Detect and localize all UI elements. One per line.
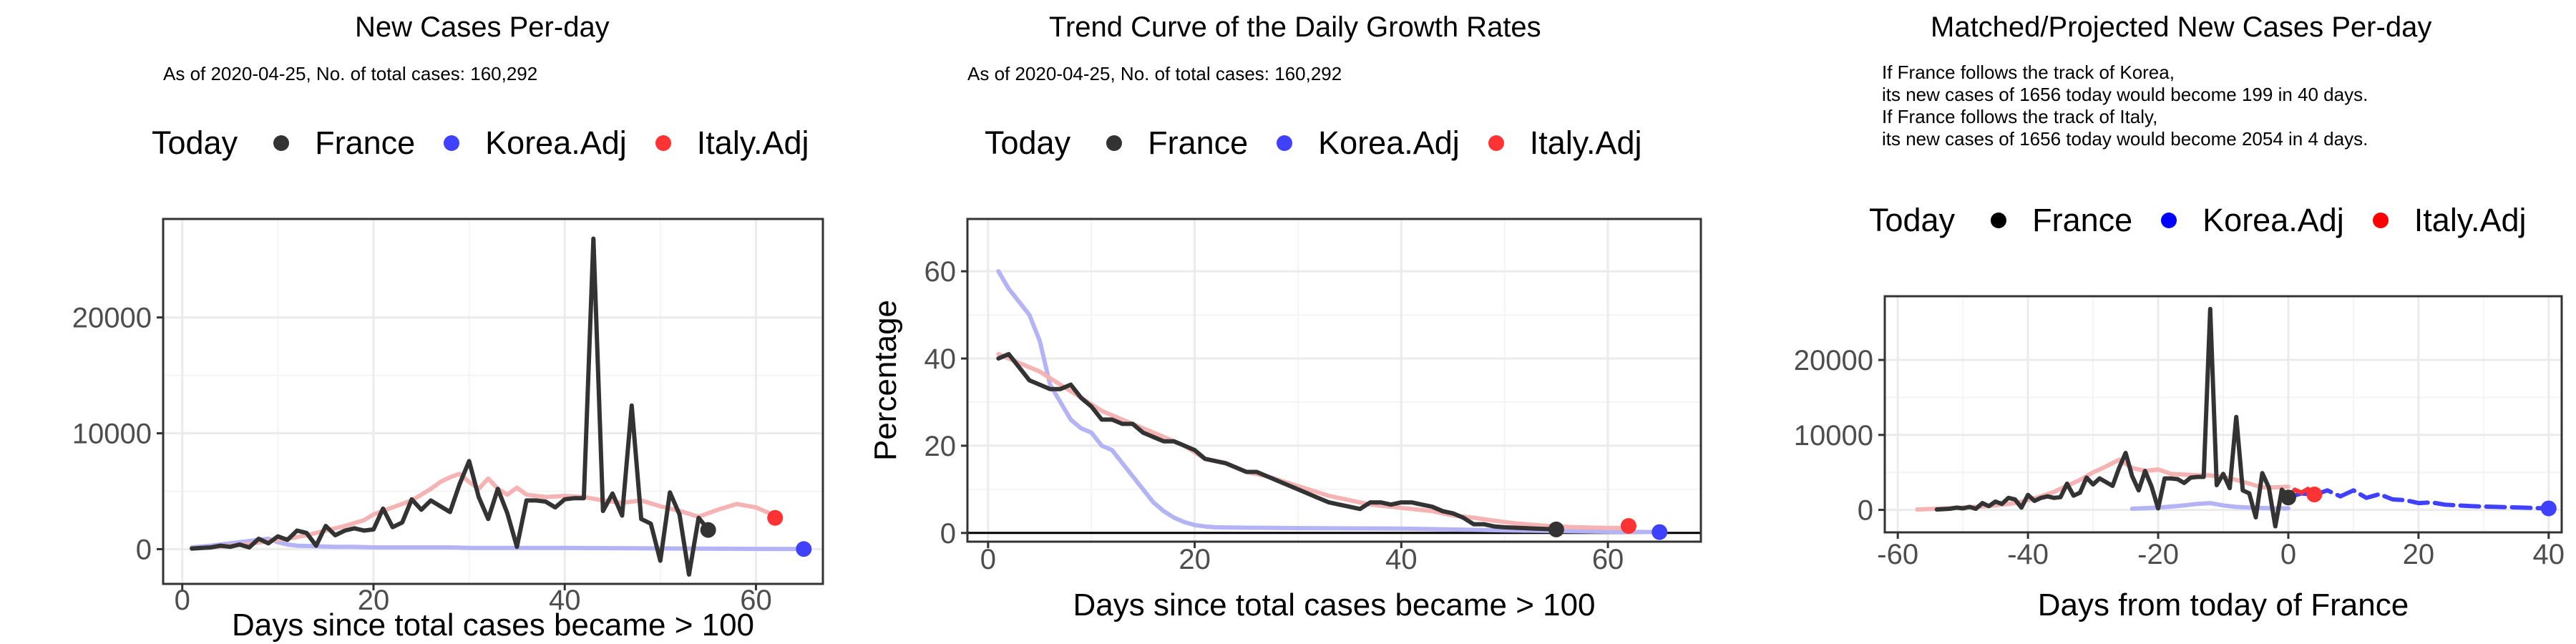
- x-tick-label: 40: [1385, 544, 1418, 575]
- projection-note-line: its new cases of 1656 today would become…: [1882, 84, 2368, 105]
- legend-item-korea: Korea.Adj: [1277, 125, 1460, 162]
- legend-marker-italy: [2372, 213, 2389, 228]
- legend-marker-italy: [655, 135, 671, 151]
- y-tick-label: 60: [924, 256, 957, 288]
- series-line-korea-adj: [2129, 501, 2290, 511]
- x-tick-label: 0: [2280, 539, 2296, 570]
- x-tick-label: 60: [1592, 544, 1624, 575]
- x-tick-label: 20: [1179, 544, 1211, 575]
- legend-item-korea: Korea.Adj: [2161, 202, 2344, 239]
- x-tick-label: -60: [1877, 539, 1918, 570]
- series-line-france: [190, 236, 711, 577]
- plot-border: [1883, 295, 2563, 534]
- chart-subtitle: As of 2020-04-25, No. of total cases: 16…: [967, 63, 1342, 84]
- series-line-france: [1934, 306, 2290, 529]
- legend-marker-france: [273, 135, 290, 151]
- series-line-korea-adj: [996, 269, 1662, 535]
- legend-marker-france: [1991, 213, 2007, 228]
- chart-title: New Cases Per-day: [355, 11, 610, 43]
- plot-border: [162, 218, 824, 585]
- legend-item-france: France: [273, 125, 415, 162]
- legend-marker-korea: [2161, 213, 2177, 228]
- chart-title: Trend Curve of the Daily Growth Rates: [1049, 11, 1541, 43]
- chart-legend: Today France Korea.Adj Italy.Adj: [152, 125, 838, 162]
- today-point-korea-adj: [2540, 500, 2557, 517]
- x-axis-title: Days since total cases became > 100: [1073, 587, 1595, 623]
- today-point-korea-adj: [796, 541, 812, 557]
- legend-title: Today: [985, 125, 1071, 161]
- growth-rates-plot: 0 20 40 60 0 20 40 60 Days since total cases bec…: [868, 218, 1702, 623]
- y-tick-label: 20: [924, 431, 957, 462]
- projection-notes: If France follows the track of Korea, it…: [1882, 62, 2368, 150]
- x-axis-title: Days since total cases became > 100: [232, 608, 754, 643]
- legend-marker-france: [1106, 135, 1123, 151]
- today-point-italy-adj: [2306, 487, 2323, 503]
- today-point-france: [700, 522, 716, 538]
- x-axis-title: Days from today of France: [2038, 587, 2409, 623]
- new-cases-plot: 0 20 40 60 0 10000 20000 Days since total cases…: [72, 218, 824, 643]
- chart-panel-projected: Matched/Projected New Cases Per-day If F…: [1717, 0, 2576, 644]
- legend-marker-korea: [444, 135, 460, 151]
- y-tick-label: 20000: [72, 303, 152, 334]
- chart-legend: Today France Korea.Adj Italy.Adj: [985, 125, 1671, 162]
- y-axis-title: Percentage: [868, 300, 903, 461]
- y-tick-label: 20000: [1794, 345, 1873, 376]
- chart-panel-new-cases: New Cases Per-day As of 2020-04-25, No. …: [0, 0, 859, 644]
- today-point-korea-adj: [1652, 524, 1668, 540]
- series-line-korea-adj-projected: [2286, 488, 2551, 511]
- y-tick-label: 10000: [72, 419, 152, 450]
- x-tick-label: 20: [2403, 539, 2435, 570]
- chart-legend: Today France Korea.Adj Italy.Adj: [1869, 202, 2555, 239]
- projected-cases-plot: -60 -40 -20 0 20 40 0 10000 20000 Days from today…: [1794, 295, 2565, 623]
- x-tick-label: 40: [2533, 539, 2565, 570]
- plot-border: [966, 218, 1702, 543]
- legend-item-italy: Italy.Adj: [1488, 125, 1642, 162]
- today-point-france: [2280, 489, 2296, 506]
- legend-item-france: France: [1106, 125, 1248, 162]
- chart-subtitle: As of 2020-04-25, No. of total cases: 16…: [163, 63, 538, 84]
- series-line-france: [996, 351, 1558, 532]
- y-tick-label: 10000: [1794, 420, 1873, 452]
- projection-note-line: If France follows the track of Italy,: [1882, 106, 2158, 127]
- x-tick-label: 20: [358, 585, 390, 616]
- y-tick-label: 0: [940, 518, 956, 550]
- x-tick-label: 0: [175, 585, 190, 616]
- legend-marker-italy: [1488, 135, 1504, 151]
- y-tick-label: 0: [1858, 495, 1873, 527]
- legend-marker-korea: [1277, 135, 1293, 151]
- today-point-france: [1548, 521, 1564, 537]
- x-tick-label: -40: [2007, 539, 2049, 570]
- legend-item-italy: Italy.Adj: [2372, 202, 2527, 239]
- series-line-italy-adj: [996, 351, 1631, 531]
- y-tick-label: 40: [924, 343, 957, 375]
- x-tick-label: 40: [549, 585, 581, 616]
- legend-item-korea: Korea.Adj: [444, 125, 627, 162]
- legend-title: Today: [1869, 202, 1956, 238]
- x-tick-label: 60: [740, 585, 772, 616]
- chart-title: Matched/Projected New Cases Per-day: [1931, 11, 2432, 43]
- x-tick-label: 0: [980, 544, 996, 575]
- legend-title: Today: [152, 125, 238, 161]
- legend-item-france: France: [1991, 202, 2132, 239]
- chart-panel-growth-rates: Trend Curve of the Daily Growth Rates As…: [859, 0, 1717, 644]
- y-tick-label: 0: [136, 534, 152, 565]
- legend-item-italy: Italy.Adj: [655, 125, 809, 162]
- today-point-italy-adj: [767, 509, 784, 526]
- x-tick-label: -20: [2137, 539, 2179, 570]
- today-point-italy-adj: [1620, 518, 1636, 535]
- projection-note-line: its new cases of 1656 today would become…: [1882, 128, 2368, 150]
- projection-note-line: If France follows the track of Korea,: [1882, 62, 2175, 83]
